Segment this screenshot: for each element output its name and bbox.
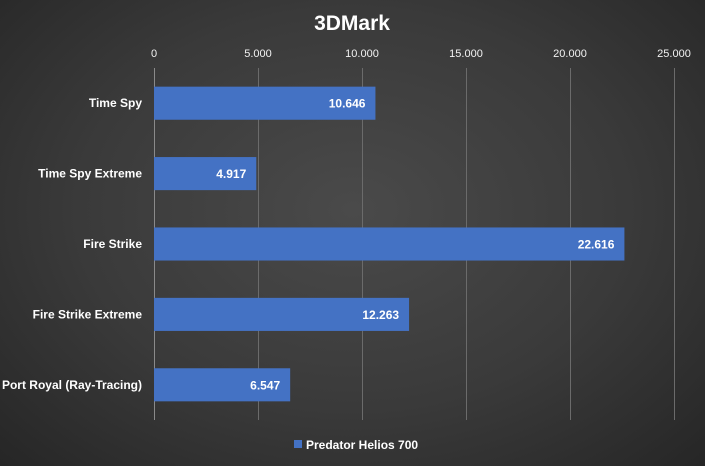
category-label: Time Spy xyxy=(89,96,142,110)
category-label: Time Spy Extreme xyxy=(38,167,142,181)
bar xyxy=(154,86,376,120)
bar xyxy=(154,227,625,261)
x-tick-label: 0 xyxy=(151,48,157,60)
x-tick-label: 5.000 xyxy=(244,48,272,60)
data-label: 22.616 xyxy=(578,238,615,252)
bars: 10.646 4.917 22.616 12.263 6.547 xyxy=(154,86,625,402)
category-label: Fire Strike Extreme xyxy=(33,307,143,321)
chart-title: 3DMark xyxy=(314,12,390,35)
bar xyxy=(154,297,410,331)
legend-label: Predator Helios 700 xyxy=(306,438,418,452)
x-tick-label: 10.000 xyxy=(345,48,379,60)
data-label: 10.646 xyxy=(329,97,366,111)
x-tick-label: 20.000 xyxy=(553,48,587,60)
x-tick-label: 25.000 xyxy=(657,48,691,60)
x-tick-label: 15.000 xyxy=(449,48,483,60)
category-label: Fire Strike xyxy=(83,237,142,251)
legend-swatch xyxy=(294,440,302,448)
x-axis-ticks: 0 5.000 10.000 15.000 20.000 25.000 xyxy=(151,48,691,60)
category-label: Port Royal (Ray-Tracing) xyxy=(2,378,142,392)
data-label: 4.917 xyxy=(216,167,246,181)
data-label: 12.263 xyxy=(362,308,399,322)
legend: Predator Helios 700 xyxy=(294,438,418,452)
bar xyxy=(154,368,291,402)
data-label: 6.547 xyxy=(250,378,280,392)
bar xyxy=(154,157,257,191)
category-labels: Time Spy Time Spy Extreme Fire Strike Fire … xyxy=(2,96,142,392)
